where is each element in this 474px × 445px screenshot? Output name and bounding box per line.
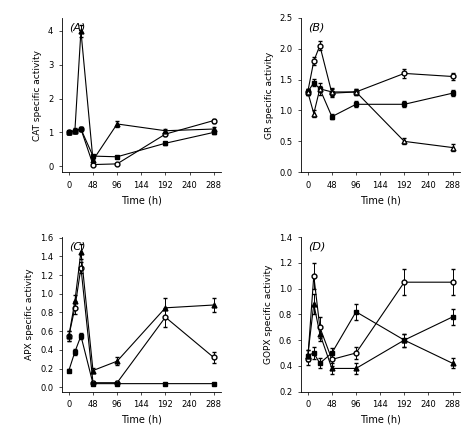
X-axis label: Time (h): Time (h) [121,195,162,205]
Text: (A): (A) [70,22,86,32]
Y-axis label: GR specific activity: GR specific activity [264,52,273,139]
Text: (C): (C) [70,242,86,252]
X-axis label: Time (h): Time (h) [121,414,162,425]
Y-axis label: CAT specific activity: CAT specific activity [33,49,42,141]
Y-axis label: APX specific activity: APX specific activity [26,268,35,360]
Y-axis label: GOPX specific activity: GOPX specific activity [264,265,273,364]
Text: (B): (B) [309,22,325,32]
X-axis label: Time (h): Time (h) [360,414,401,425]
Text: (D): (D) [309,242,326,252]
X-axis label: Time (h): Time (h) [360,195,401,205]
